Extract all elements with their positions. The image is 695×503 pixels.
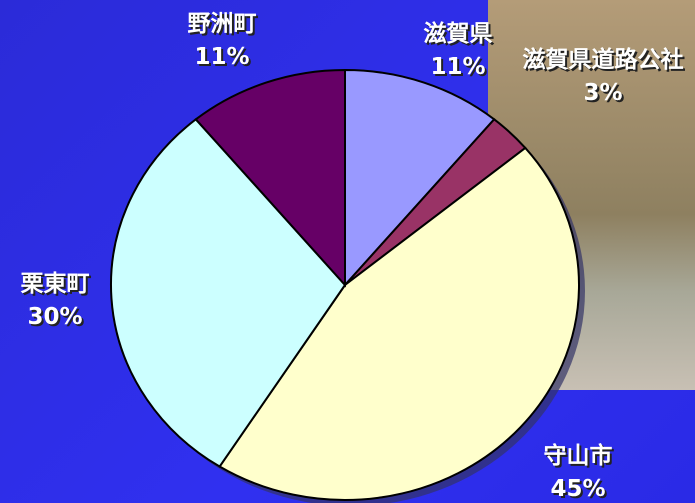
- slice-label: 守山市 45%: [513, 440, 643, 503]
- slice-name: 守山市: [543, 443, 613, 469]
- slice-name: 栗東町: [20, 271, 90, 297]
- pie-slice: [344, 68, 496, 288]
- pie-slice: [194, 68, 346, 288]
- pie-slice: [218, 146, 580, 501]
- slice-name: 野洲町: [187, 11, 257, 37]
- slice-percent: 11%: [430, 54, 486, 80]
- slice-name: 滋賀県道路公社: [522, 47, 684, 73]
- slice-label: 滋賀県道路公社 3%: [513, 44, 693, 110]
- pie: [110, 68, 585, 503]
- slice-label: 滋賀県 11%: [393, 18, 523, 84]
- pie-slice: [110, 117, 347, 468]
- slice-percent: 45%: [550, 476, 606, 502]
- slice-percent: 3%: [583, 80, 623, 106]
- slice-percent: 11%: [194, 44, 250, 70]
- slice-label: 栗東町 30%: [0, 268, 120, 334]
- slice-name: 滋賀県: [423, 21, 493, 47]
- slice-label: 野洲町 11%: [157, 8, 287, 74]
- slice-percent: 30%: [27, 304, 83, 330]
